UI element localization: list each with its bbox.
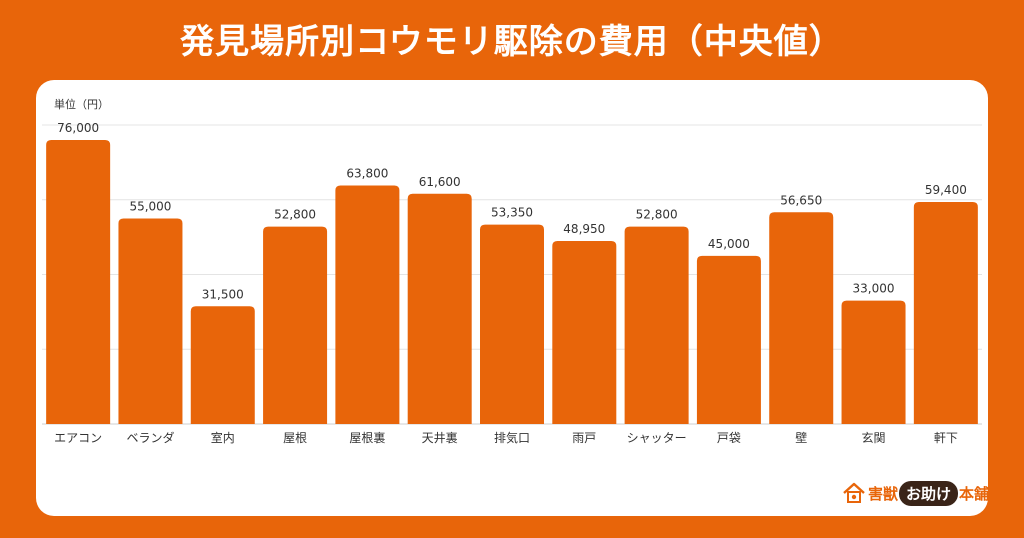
bar [624, 226, 689, 424]
value-label: 63,800 [346, 167, 388, 181]
value-labels: 76,000 55,000 31,500 52,800 63,800 61,600 53,3… [57, 121, 967, 301]
category-label: 屋根裏 [349, 430, 385, 445]
bar [118, 218, 183, 424]
bars [46, 139, 978, 424]
value-label: 55,000 [129, 199, 171, 213]
category-label: ベランダ [126, 430, 174, 445]
category-label: 軒下 [934, 431, 958, 445]
bar [46, 139, 111, 424]
value-label: 53,350 [491, 206, 533, 220]
category-label: 室内 [211, 430, 235, 445]
category-label: 排気口 [494, 430, 530, 445]
bar [696, 255, 761, 424]
unit-label: 単位（円） [54, 97, 109, 111]
bar [190, 306, 255, 424]
category-label: 雨戸 [572, 431, 596, 445]
value-label: 59,400 [925, 183, 967, 197]
value-label: 31,500 [202, 287, 244, 301]
value-label: 52,800 [636, 208, 678, 222]
bar [841, 300, 906, 424]
bar [407, 193, 472, 424]
value-label: 48,950 [563, 222, 605, 236]
bar [769, 212, 834, 424]
category-label: 戸袋 [717, 431, 741, 445]
chart-title: 発見場所別コウモリ駆除の費用（中央値） [180, 22, 844, 62]
category-label: 壁 [795, 430, 807, 445]
logo-text-1: 害獣 [868, 484, 899, 503]
logo-text-2: お助け [899, 480, 959, 506]
house-icon [843, 482, 865, 503]
value-label: 61,600 [419, 175, 461, 189]
bar [335, 185, 400, 424]
logo-text-3: 本舗 [959, 484, 990, 503]
category-label: エアコン [54, 431, 102, 445]
category-label: 屋根 [283, 431, 307, 445]
value-label: 76,000 [57, 121, 99, 135]
value-label: 52,800 [274, 208, 316, 222]
value-label: 33,000 [853, 282, 895, 296]
brand-logo: 害獣 お助け 本舗 [842, 478, 989, 508]
bar [480, 224, 544, 424]
bar [552, 241, 617, 424]
value-label: 45,000 [708, 237, 750, 251]
value-label: 56,650 [780, 193, 822, 207]
category-labels: エアコン ベランダ 室内 屋根 屋根裏 天井裏 排気口 雨戸 シャッター 戸袋 壁 玄関 軒下 [54, 430, 958, 445]
bar [263, 226, 328, 424]
category-label: 玄関 [862, 430, 886, 445]
category-label: シャッター [627, 431, 687, 445]
category-label: 天井裏 [422, 430, 458, 445]
bar [913, 201, 978, 424]
